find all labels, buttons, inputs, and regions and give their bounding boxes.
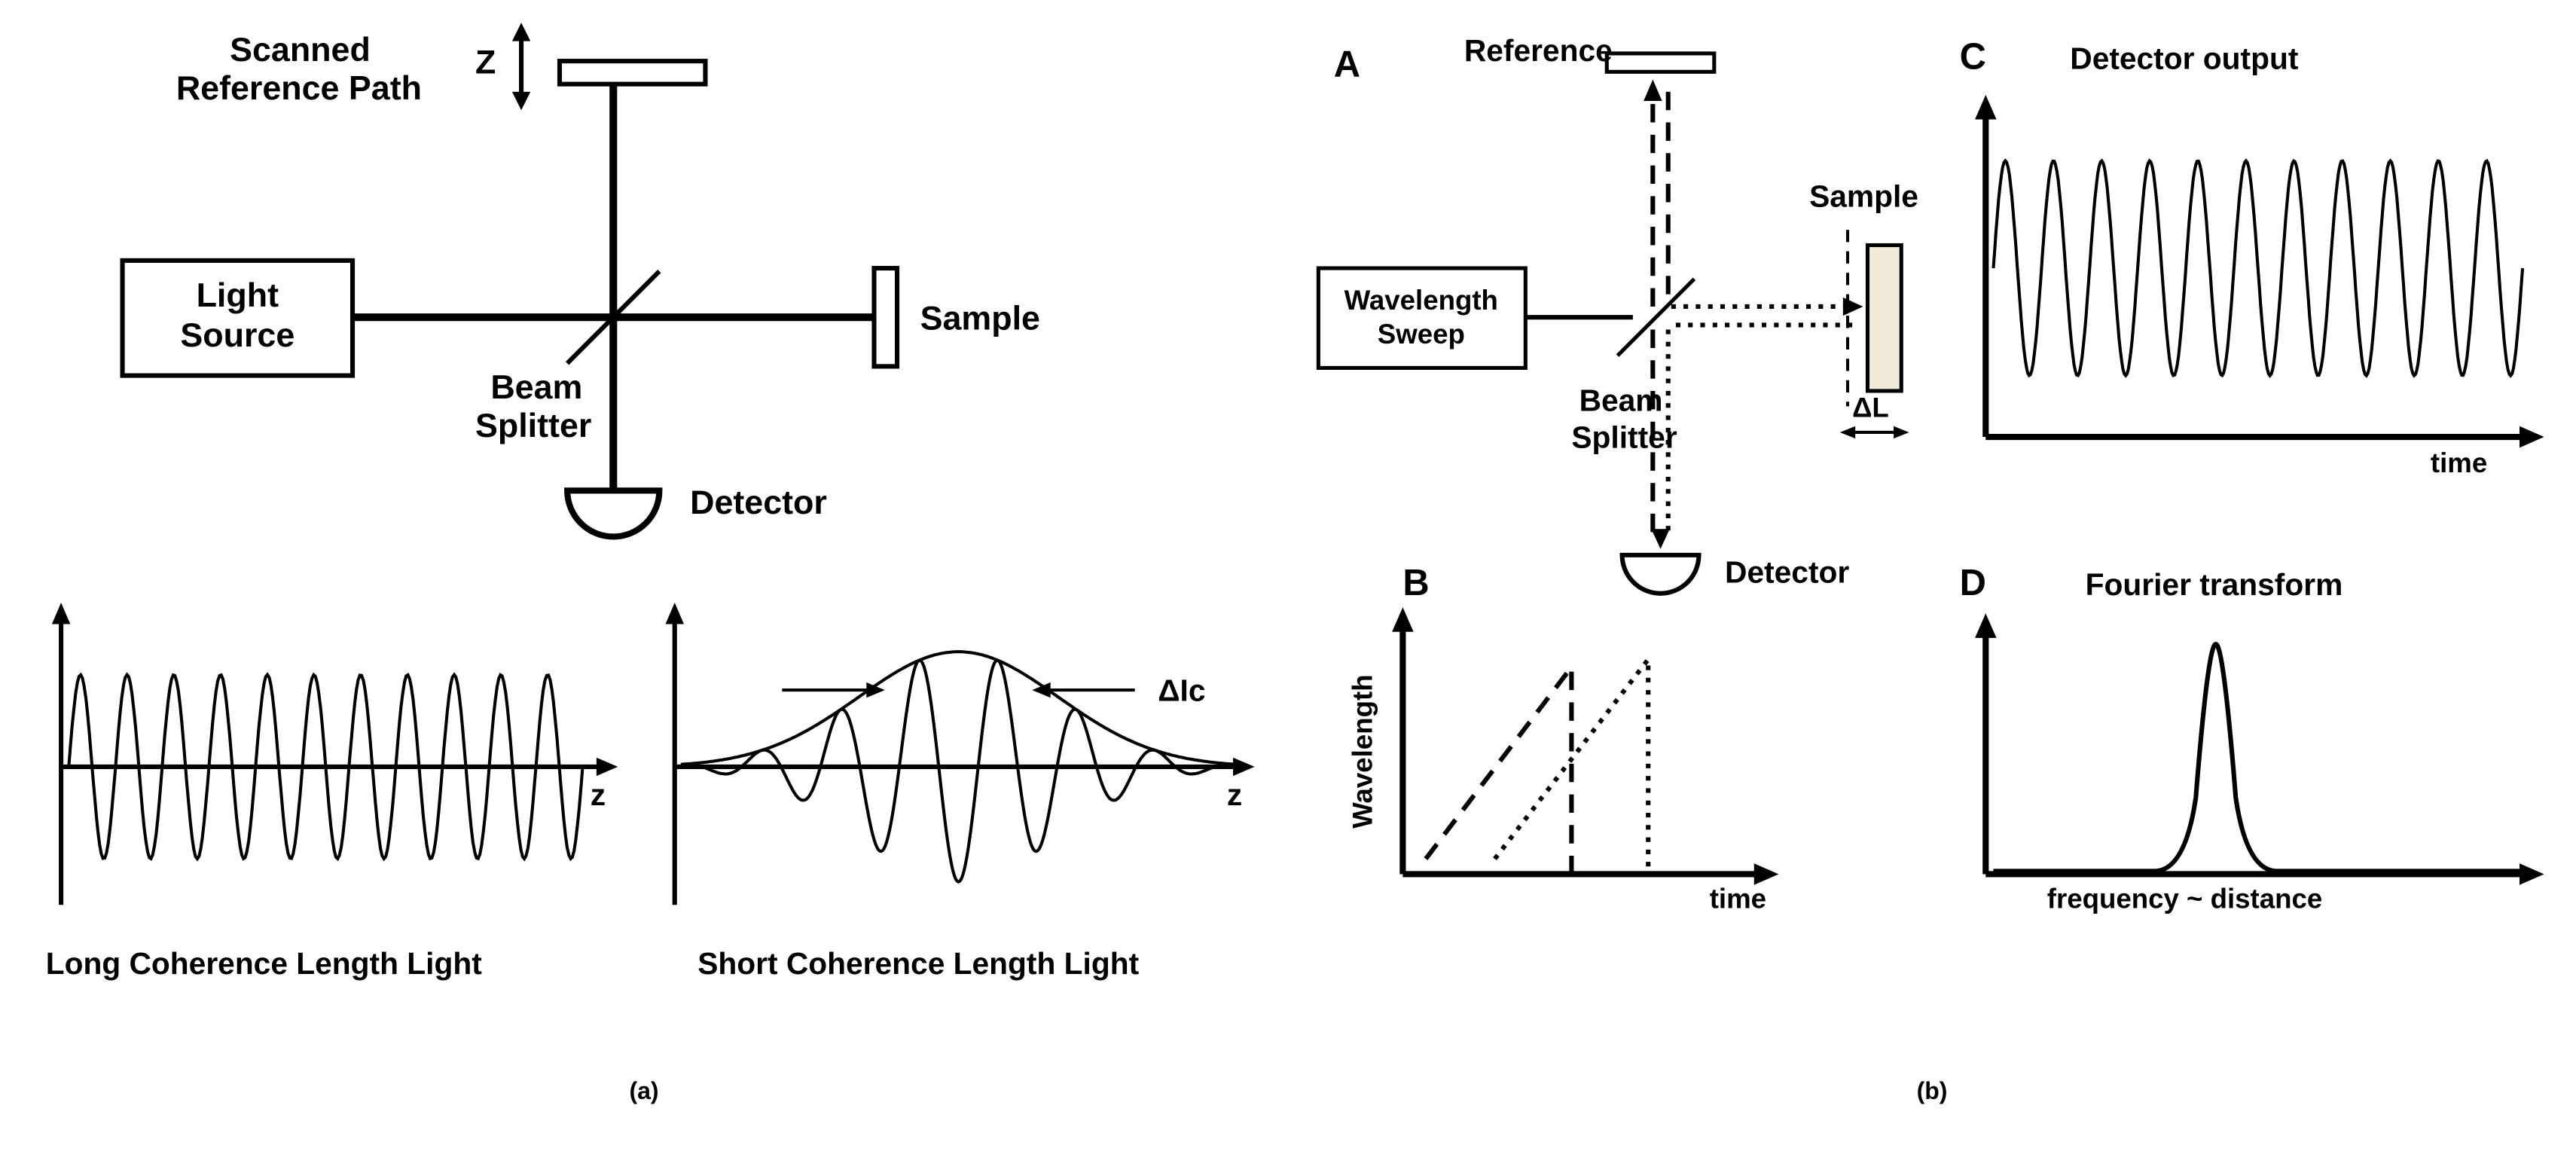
delta-lc-label: ΔIc: [1158, 673, 1205, 707]
dl-right: [1894, 426, 1909, 438]
scanned-ref-1: Scanned: [230, 31, 371, 69]
fourier-plot: frequency ~ distance: [1975, 613, 2544, 914]
z-label: Z: [475, 43, 496, 81]
fourier-label: Fourier transform: [2086, 567, 2343, 602]
bs-b-1: Beam: [1579, 383, 1663, 417]
short-coherence-caption: Short Coherence Length Light: [697, 946, 1139, 981]
detector-output-label: Detector output: [2070, 41, 2299, 75]
detector-shape: [567, 490, 659, 536]
detector-label: Detector: [690, 484, 827, 521]
sub-b-label: B: [1402, 563, 1429, 603]
dl-left: [1840, 426, 1855, 438]
wavelength-time-plot: Wavelength time: [1348, 607, 1779, 914]
beam-splitter-label-1: Beam: [490, 368, 582, 406]
ws-line1: Wavelength: [1344, 285, 1498, 316]
sample-box-b: [1867, 245, 1901, 390]
detector-b: [1622, 555, 1699, 594]
time-xlabel-c: time: [2431, 447, 2487, 478]
reference-label: Reference: [1464, 33, 1613, 68]
scanned-ref-2: Reference Path: [176, 69, 422, 107]
long-coherence-caption: Long Coherence Length Light: [46, 946, 483, 981]
panel-b-label: (b): [1303, 1077, 2561, 1105]
ref-dash-arrow: [1644, 80, 1662, 102]
short-coherence-plot: z ΔIc Short Coherence Length Light: [666, 603, 1255, 981]
z-arrow-down: [512, 92, 530, 110]
sample-label-b: Sample: [1809, 179, 1918, 214]
sample-label: Sample: [920, 299, 1040, 337]
det-arrow: [1651, 529, 1669, 548]
panel-b-svg: A Reference Wavelength Sweep Beam Splitt…: [1303, 15, 2561, 1058]
sample-box: [874, 268, 897, 366]
panel-a: Light Source Beam Splitter Scanned Refer…: [15, 15, 1273, 1105]
panel-b: A Reference Wavelength Sweep Beam Splitt…: [1303, 15, 2561, 1105]
sub-d-label: D: [1960, 563, 1986, 603]
detector-label-b: Detector: [1725, 555, 1849, 590]
ws-line2: Sweep: [1378, 319, 1465, 350]
light-source-line1: Light: [197, 276, 279, 314]
z-axis-short: z: [1227, 777, 1242, 812]
ref-mirror-b: [1607, 53, 1714, 72]
figure-container: Light Source Beam Splitter Scanned Refer…: [15, 15, 2561, 1105]
delta-l-label: ΔL: [1852, 392, 1889, 423]
sub-c-label: C: [1960, 36, 1986, 77]
sample-dot-arrow: [1843, 298, 1863, 316]
z-axis-long: z: [591, 777, 606, 812]
panel-a-svg: Light Source Beam Splitter Scanned Refer…: [15, 15, 1273, 1058]
bs-b-2: Splitter: [1571, 420, 1677, 454]
reference-mirror: [560, 61, 705, 84]
dash-sawtooth: [1426, 667, 1571, 875]
gaussian-wave: [682, 661, 1235, 882]
long-coherence-plot: z Long Coherence Length Light: [46, 603, 618, 981]
detector-wave: [1993, 160, 2523, 375]
panel-a-label: (a): [15, 1077, 1273, 1105]
z-arrow-up: [512, 23, 530, 41]
beam-splitter-label-2: Splitter: [475, 407, 591, 444]
light-source-line2: Source: [180, 316, 295, 354]
sub-a-label: A: [1334, 44, 1360, 84]
fourier-peak: [1993, 644, 2523, 871]
time-xlabel-b: time: [1710, 883, 1766, 914]
freq-dist-label: frequency ~ distance: [2047, 883, 2323, 914]
detector-output-plot: time: [1975, 95, 2544, 478]
wavelength-ylabel: Wavelength: [1348, 674, 1378, 828]
